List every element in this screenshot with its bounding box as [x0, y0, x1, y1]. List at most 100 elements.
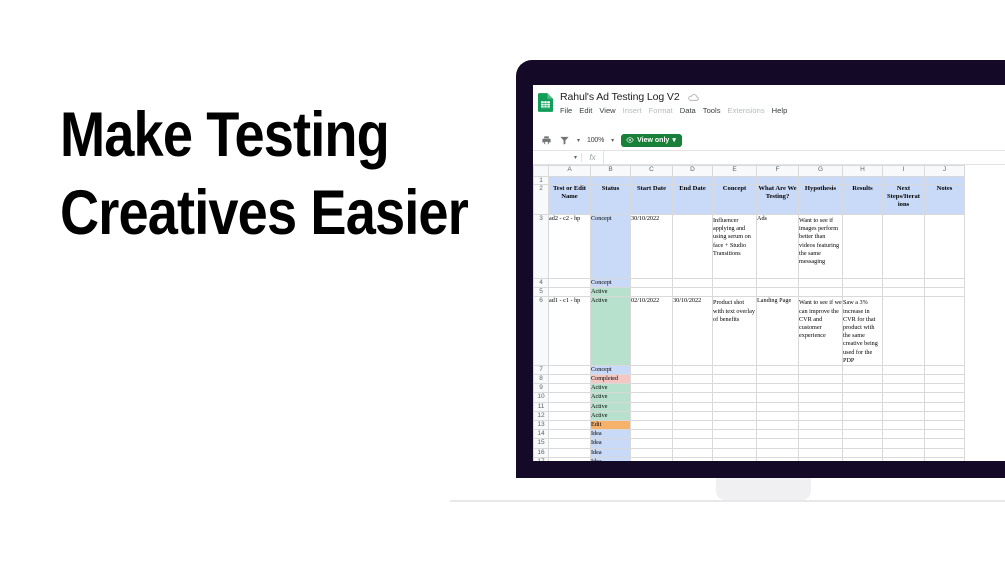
table-row[interactable]: 11 Active	[533, 401, 965, 412]
cell[interactable]	[548, 176, 591, 185]
table-row[interactable]: 3 ad2 - c2 - hp Concept 30/10/2022 Influence…	[533, 214, 965, 279]
cell-notes[interactable]	[924, 410, 965, 422]
cell-name[interactable]	[548, 429, 591, 440]
menu-item-data[interactable]: Data	[679, 105, 696, 115]
table-row[interactable]: 4 Concept	[533, 277, 965, 289]
column-header-h[interactable]: H	[842, 165, 883, 177]
table-row[interactable]: 8 Completed	[533, 374, 965, 385]
column-header-a[interactable]: A	[548, 165, 591, 177]
cell-status[interactable]: Idea	[590, 447, 631, 458]
cell-status[interactable]: Concept	[590, 277, 631, 289]
cell-status[interactable]: Active	[590, 287, 631, 298]
cell-status[interactable]: Idea	[590, 438, 631, 449]
cell-next_steps[interactable]	[882, 429, 925, 440]
cell-concept[interactable]	[712, 447, 757, 458]
table-row[interactable]: 10 Active	[533, 392, 965, 403]
cell-next_steps[interactable]	[882, 392, 925, 403]
cell-start_date[interactable]	[630, 287, 673, 298]
view-only-button[interactable]: View only ▾	[621, 133, 682, 147]
cell-notes[interactable]	[924, 214, 965, 279]
table-row[interactable]: 12 Active	[533, 410, 965, 422]
row-header-6[interactable]: 6	[533, 296, 549, 366]
cell-results[interactable]	[842, 456, 883, 461]
cell-start_date[interactable]	[630, 456, 673, 461]
row-header-2[interactable]: 2	[533, 184, 549, 215]
cell-testing[interactable]	[756, 287, 799, 298]
cell-name[interactable]	[548, 383, 591, 394]
cell-hypothesis[interactable]	[798, 364, 843, 376]
cell-next_steps[interactable]	[882, 277, 925, 289]
cell-concept[interactable]	[712, 456, 757, 461]
cell-hypothesis[interactable]	[798, 277, 843, 289]
cell-results[interactable]	[842, 287, 883, 298]
row-header-9[interactable]: 9	[533, 383, 549, 394]
cell-notes[interactable]	[924, 438, 965, 449]
cell-results[interactable]	[842, 277, 883, 289]
cell-testing[interactable]	[756, 392, 799, 403]
cell-end_date[interactable]	[672, 364, 713, 376]
cell-status[interactable]: Active	[590, 383, 631, 394]
row-header-4[interactable]: 4	[533, 277, 549, 289]
cell-concept[interactable]	[712, 277, 757, 289]
cell[interactable]	[798, 176, 843, 185]
cell-notes[interactable]	[924, 419, 965, 431]
column-header-d[interactable]: D	[672, 165, 713, 177]
cell-end_date[interactable]	[672, 383, 713, 394]
cell-testing[interactable]	[756, 456, 799, 461]
cell-notes[interactable]	[924, 401, 965, 412]
menu-item-tools[interactable]: Tools	[702, 105, 721, 115]
filter-caret-icon[interactable]: ▾	[577, 137, 581, 144]
cell-concept[interactable]	[712, 438, 757, 449]
cell-notes[interactable]	[924, 287, 965, 298]
row-header-13[interactable]: 13	[533, 419, 549, 431]
cell-testing[interactable]: Landing Page	[756, 296, 799, 366]
cell-start_date[interactable]	[630, 364, 673, 376]
menu-item-edit[interactable]: Edit	[579, 105, 593, 115]
cell-hypothesis[interactable]	[798, 392, 843, 403]
cell-status[interactable]: Idea	[590, 429, 631, 440]
cell-status[interactable]: Active	[590, 296, 631, 366]
cell-next_steps[interactable]	[882, 383, 925, 394]
cell-status[interactable]: Concept	[590, 214, 631, 279]
cell-hypothesis[interactable]	[798, 447, 843, 458]
table-row[interactable]: 7 Concept	[533, 364, 965, 376]
column-header-j[interactable]: J	[924, 165, 965, 177]
name-box[interactable]: ▾	[533, 154, 581, 161]
cell-name[interactable]	[548, 447, 591, 458]
cell-hypothesis[interactable]	[798, 401, 843, 412]
cell-hypothesis[interactable]: Want to see if we can improve the CVR an…	[798, 296, 843, 366]
cell[interactable]	[924, 176, 965, 185]
cell-next_steps[interactable]	[882, 419, 925, 431]
cell-hypothesis[interactable]	[798, 410, 843, 422]
cell-name[interactable]	[548, 401, 591, 412]
table-row[interactable]: 14 Idea	[533, 429, 965, 440]
row-header-12[interactable]: 12	[533, 410, 549, 422]
cell-testing[interactable]: Ads	[756, 214, 799, 279]
cell[interactable]	[630, 176, 673, 185]
cell-hypothesis[interactable]	[798, 287, 843, 298]
cell-concept[interactable]: Product shot with text overlay of benefi…	[712, 296, 757, 366]
cell[interactable]	[712, 176, 757, 185]
cell[interactable]	[590, 176, 631, 185]
zoom-caret-icon[interactable]: ▾	[611, 137, 615, 144]
cell-end_date[interactable]	[672, 374, 713, 385]
cell-hypothesis[interactable]	[798, 438, 843, 449]
cell-end_date[interactable]	[672, 429, 713, 440]
cell-start_date[interactable]	[630, 419, 673, 431]
cell-results[interactable]	[842, 374, 883, 385]
table-row[interactable]: 15 Idea	[533, 438, 965, 449]
column-header-c[interactable]: C	[630, 165, 673, 177]
cell-start_date[interactable]	[630, 277, 673, 289]
cell-hypothesis[interactable]	[798, 456, 843, 461]
cell-hypothesis[interactable]	[798, 374, 843, 385]
menu-item-insert[interactable]: Insert	[622, 105, 642, 115]
column-header-i[interactable]: I	[882, 165, 925, 177]
cell-hypothesis[interactable]	[798, 429, 843, 440]
zoom-level-label[interactable]: 100%	[587, 136, 605, 144]
cell-end_date[interactable]	[672, 410, 713, 422]
cell-start_date[interactable]	[630, 392, 673, 403]
cell-concept[interactable]	[712, 429, 757, 440]
document-title[interactable]: Rahul's Ad Testing Log V2	[560, 91, 680, 103]
cell-results[interactable]	[842, 383, 883, 394]
grid-corner[interactable]	[533, 165, 549, 177]
